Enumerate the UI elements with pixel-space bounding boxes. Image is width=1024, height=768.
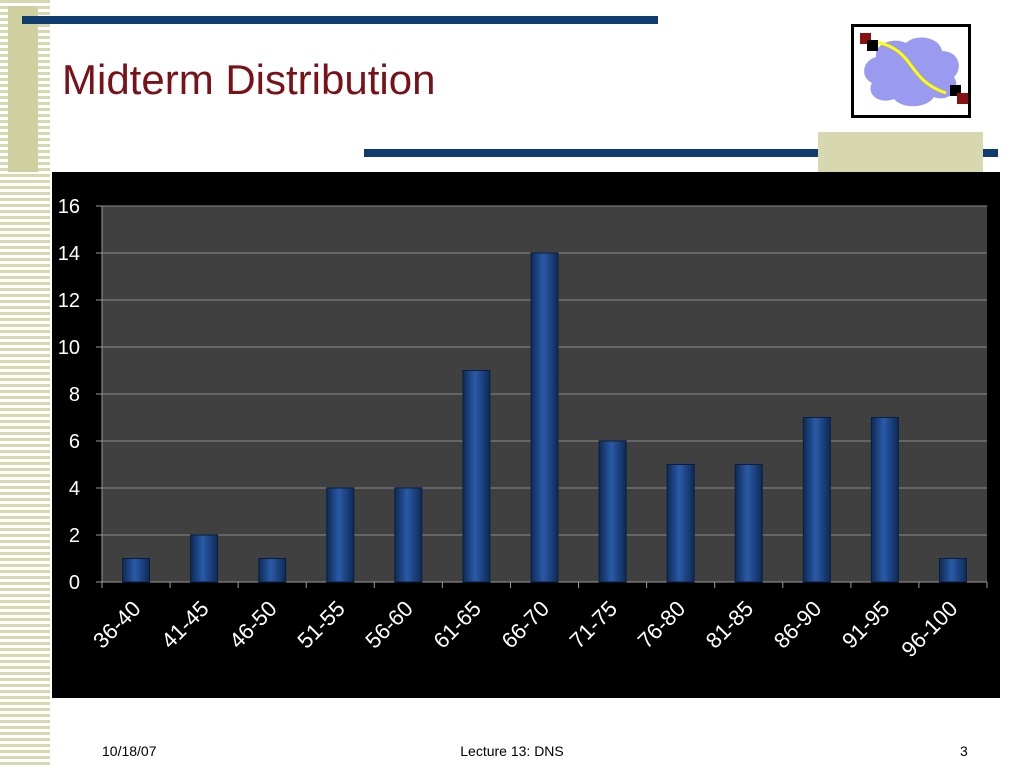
page-number: 3 (960, 743, 968, 759)
decorative-bar-vertical (8, 6, 38, 172)
x-tick-label: 71-75 (565, 596, 622, 653)
chart-area: 0 2 4 6 8 10 12 14 16 36-40 41-45 46-50 51-55 56-60 6… (52, 172, 1000, 698)
x-tick-label: 41-45 (156, 596, 213, 653)
bar (598, 440, 627, 583)
decorative-block (818, 132, 983, 174)
y-tick-label: 6 (69, 431, 80, 453)
top-rule (22, 16, 658, 24)
y-tick-label: 10 (58, 337, 80, 359)
bar (870, 417, 899, 583)
x-tick-label: 66-70 (497, 596, 554, 653)
x-tick-label: 91-95 (837, 596, 894, 653)
bar (190, 534, 219, 583)
bar (734, 464, 763, 583)
x-tick-label: 61-65 (428, 596, 485, 653)
y-tick-label: 4 (69, 478, 80, 500)
x-tick-label: 51-55 (292, 596, 349, 653)
x-tick-label: 76-80 (633, 596, 690, 653)
bar (666, 464, 695, 583)
x-tick-label: 36-40 (88, 596, 145, 653)
title-rule (364, 149, 998, 157)
x-tick-label: 81-85 (701, 596, 758, 653)
bar (122, 558, 151, 583)
x-tick-label: 46-50 (224, 596, 281, 653)
x-tick-label: 96-100 (896, 596, 962, 662)
footer-title: Lecture 13: DNS (460, 743, 564, 759)
x-axis-ticks: 36-40 41-45 46-50 51-55 56-60 61-65 66-70 71-75… (88, 582, 988, 662)
y-tick-label: 8 (69, 384, 80, 406)
y-tick-label: 14 (58, 243, 80, 265)
bar (802, 417, 831, 583)
bar (462, 370, 491, 583)
y-tick-label: 0 (69, 572, 80, 594)
y-axis-ticks: 0 2 4 6 8 10 12 14 16 (58, 196, 102, 594)
x-tick-label: 56-60 (360, 596, 417, 653)
bar (394, 487, 423, 583)
slide-title: Midterm Distribution (62, 56, 436, 103)
bar (938, 558, 967, 583)
logo (851, 24, 971, 118)
y-tick-label: 16 (58, 196, 80, 218)
network-cloud-icon (860, 33, 968, 107)
footer-date: 10/18/07 (102, 743, 157, 759)
bars (122, 252, 967, 583)
bar (530, 252, 559, 583)
y-tick-label: 12 (58, 290, 80, 312)
bar (326, 487, 355, 583)
y-tick-label: 2 (69, 525, 80, 547)
x-tick-label: 86-90 (769, 596, 826, 653)
bar (258, 558, 287, 583)
